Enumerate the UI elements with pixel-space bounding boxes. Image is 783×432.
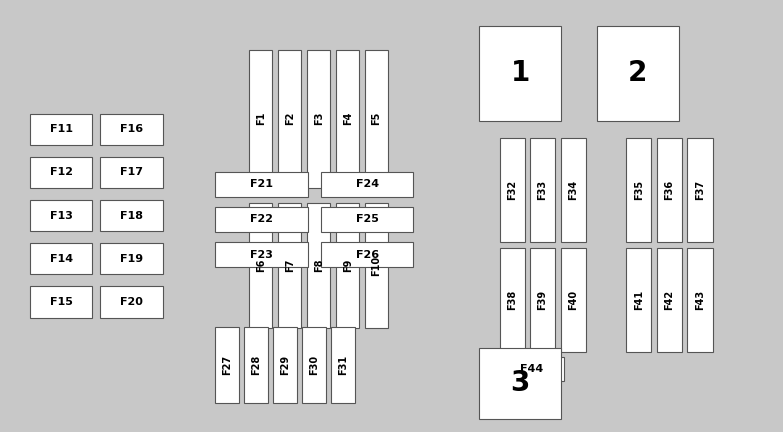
Text: F2: F2 — [285, 112, 294, 125]
Text: F28: F28 — [251, 355, 261, 375]
Bar — [561, 138, 586, 242]
Bar — [530, 138, 555, 242]
Bar — [321, 242, 413, 267]
Bar — [500, 357, 564, 381]
Text: F41: F41 — [634, 290, 644, 310]
Text: F8: F8 — [314, 259, 323, 273]
Bar — [321, 172, 413, 197]
Text: F13: F13 — [49, 210, 73, 221]
Bar — [626, 248, 651, 352]
Bar — [100, 286, 163, 318]
Text: F29: F29 — [280, 355, 290, 375]
Text: F14: F14 — [49, 254, 73, 264]
Bar — [215, 327, 239, 403]
Text: F23: F23 — [250, 250, 273, 260]
Text: 3: 3 — [511, 369, 530, 397]
Text: F43: F43 — [695, 290, 705, 310]
Text: F3: F3 — [314, 112, 323, 125]
Text: F20: F20 — [120, 297, 143, 307]
Text: F6: F6 — [256, 259, 265, 272]
Bar — [215, 172, 308, 197]
Text: F4: F4 — [343, 112, 352, 125]
Text: F31: F31 — [338, 355, 348, 375]
Text: F9: F9 — [343, 259, 352, 272]
Text: F22: F22 — [250, 214, 273, 225]
Text: 1: 1 — [511, 60, 530, 87]
Bar — [215, 242, 308, 267]
Bar — [687, 138, 713, 242]
Bar — [626, 138, 651, 242]
Bar — [321, 207, 413, 232]
Bar — [249, 50, 272, 188]
Text: F11: F11 — [49, 124, 73, 134]
Text: F21: F21 — [250, 179, 273, 189]
Bar — [278, 203, 301, 328]
Text: F36: F36 — [665, 180, 674, 200]
Bar — [244, 327, 268, 403]
Text: F25: F25 — [355, 214, 379, 225]
Bar — [249, 203, 272, 328]
Text: F10: F10 — [372, 256, 381, 276]
Text: F5: F5 — [372, 112, 381, 125]
Bar — [331, 327, 355, 403]
Bar — [365, 50, 388, 188]
Text: F38: F38 — [507, 290, 517, 310]
Bar — [30, 243, 92, 274]
Bar — [100, 157, 163, 188]
Text: F1: F1 — [256, 112, 265, 125]
Text: F40: F40 — [568, 290, 578, 310]
Text: F32: F32 — [507, 180, 517, 200]
Bar — [530, 248, 555, 352]
Text: F16: F16 — [120, 124, 143, 134]
Bar — [657, 138, 682, 242]
Text: F15: F15 — [49, 297, 73, 307]
Text: F27: F27 — [222, 355, 232, 375]
Bar — [30, 114, 92, 145]
Bar — [100, 114, 163, 145]
Text: F19: F19 — [120, 254, 143, 264]
Bar — [307, 203, 330, 328]
Bar — [302, 327, 326, 403]
Bar — [597, 26, 679, 121]
Bar — [500, 248, 525, 352]
Text: F33: F33 — [538, 180, 547, 200]
Text: F37: F37 — [695, 180, 705, 200]
Bar — [30, 157, 92, 188]
Bar — [100, 243, 163, 274]
Bar — [500, 138, 525, 242]
Text: F24: F24 — [355, 179, 379, 189]
Bar — [215, 207, 308, 232]
Bar — [336, 203, 359, 328]
Text: F18: F18 — [120, 210, 143, 221]
Text: F26: F26 — [355, 250, 379, 260]
Bar — [561, 248, 586, 352]
Bar — [479, 348, 561, 419]
Bar — [657, 248, 682, 352]
Bar — [278, 50, 301, 188]
Text: 2: 2 — [628, 60, 648, 87]
Text: F44: F44 — [520, 364, 543, 374]
Text: F42: F42 — [665, 290, 674, 310]
Bar — [365, 203, 388, 328]
Bar — [307, 50, 330, 188]
Bar — [30, 286, 92, 318]
Text: F30: F30 — [309, 355, 319, 375]
Bar — [336, 50, 359, 188]
Text: F39: F39 — [538, 290, 547, 310]
Text: F7: F7 — [285, 259, 294, 272]
Text: F12: F12 — [49, 167, 73, 178]
Text: F34: F34 — [568, 180, 578, 200]
Bar — [479, 26, 561, 121]
Bar — [273, 327, 297, 403]
Bar — [100, 200, 163, 231]
Bar — [30, 200, 92, 231]
Bar — [687, 248, 713, 352]
Text: F35: F35 — [634, 180, 644, 200]
Text: F17: F17 — [120, 167, 143, 178]
